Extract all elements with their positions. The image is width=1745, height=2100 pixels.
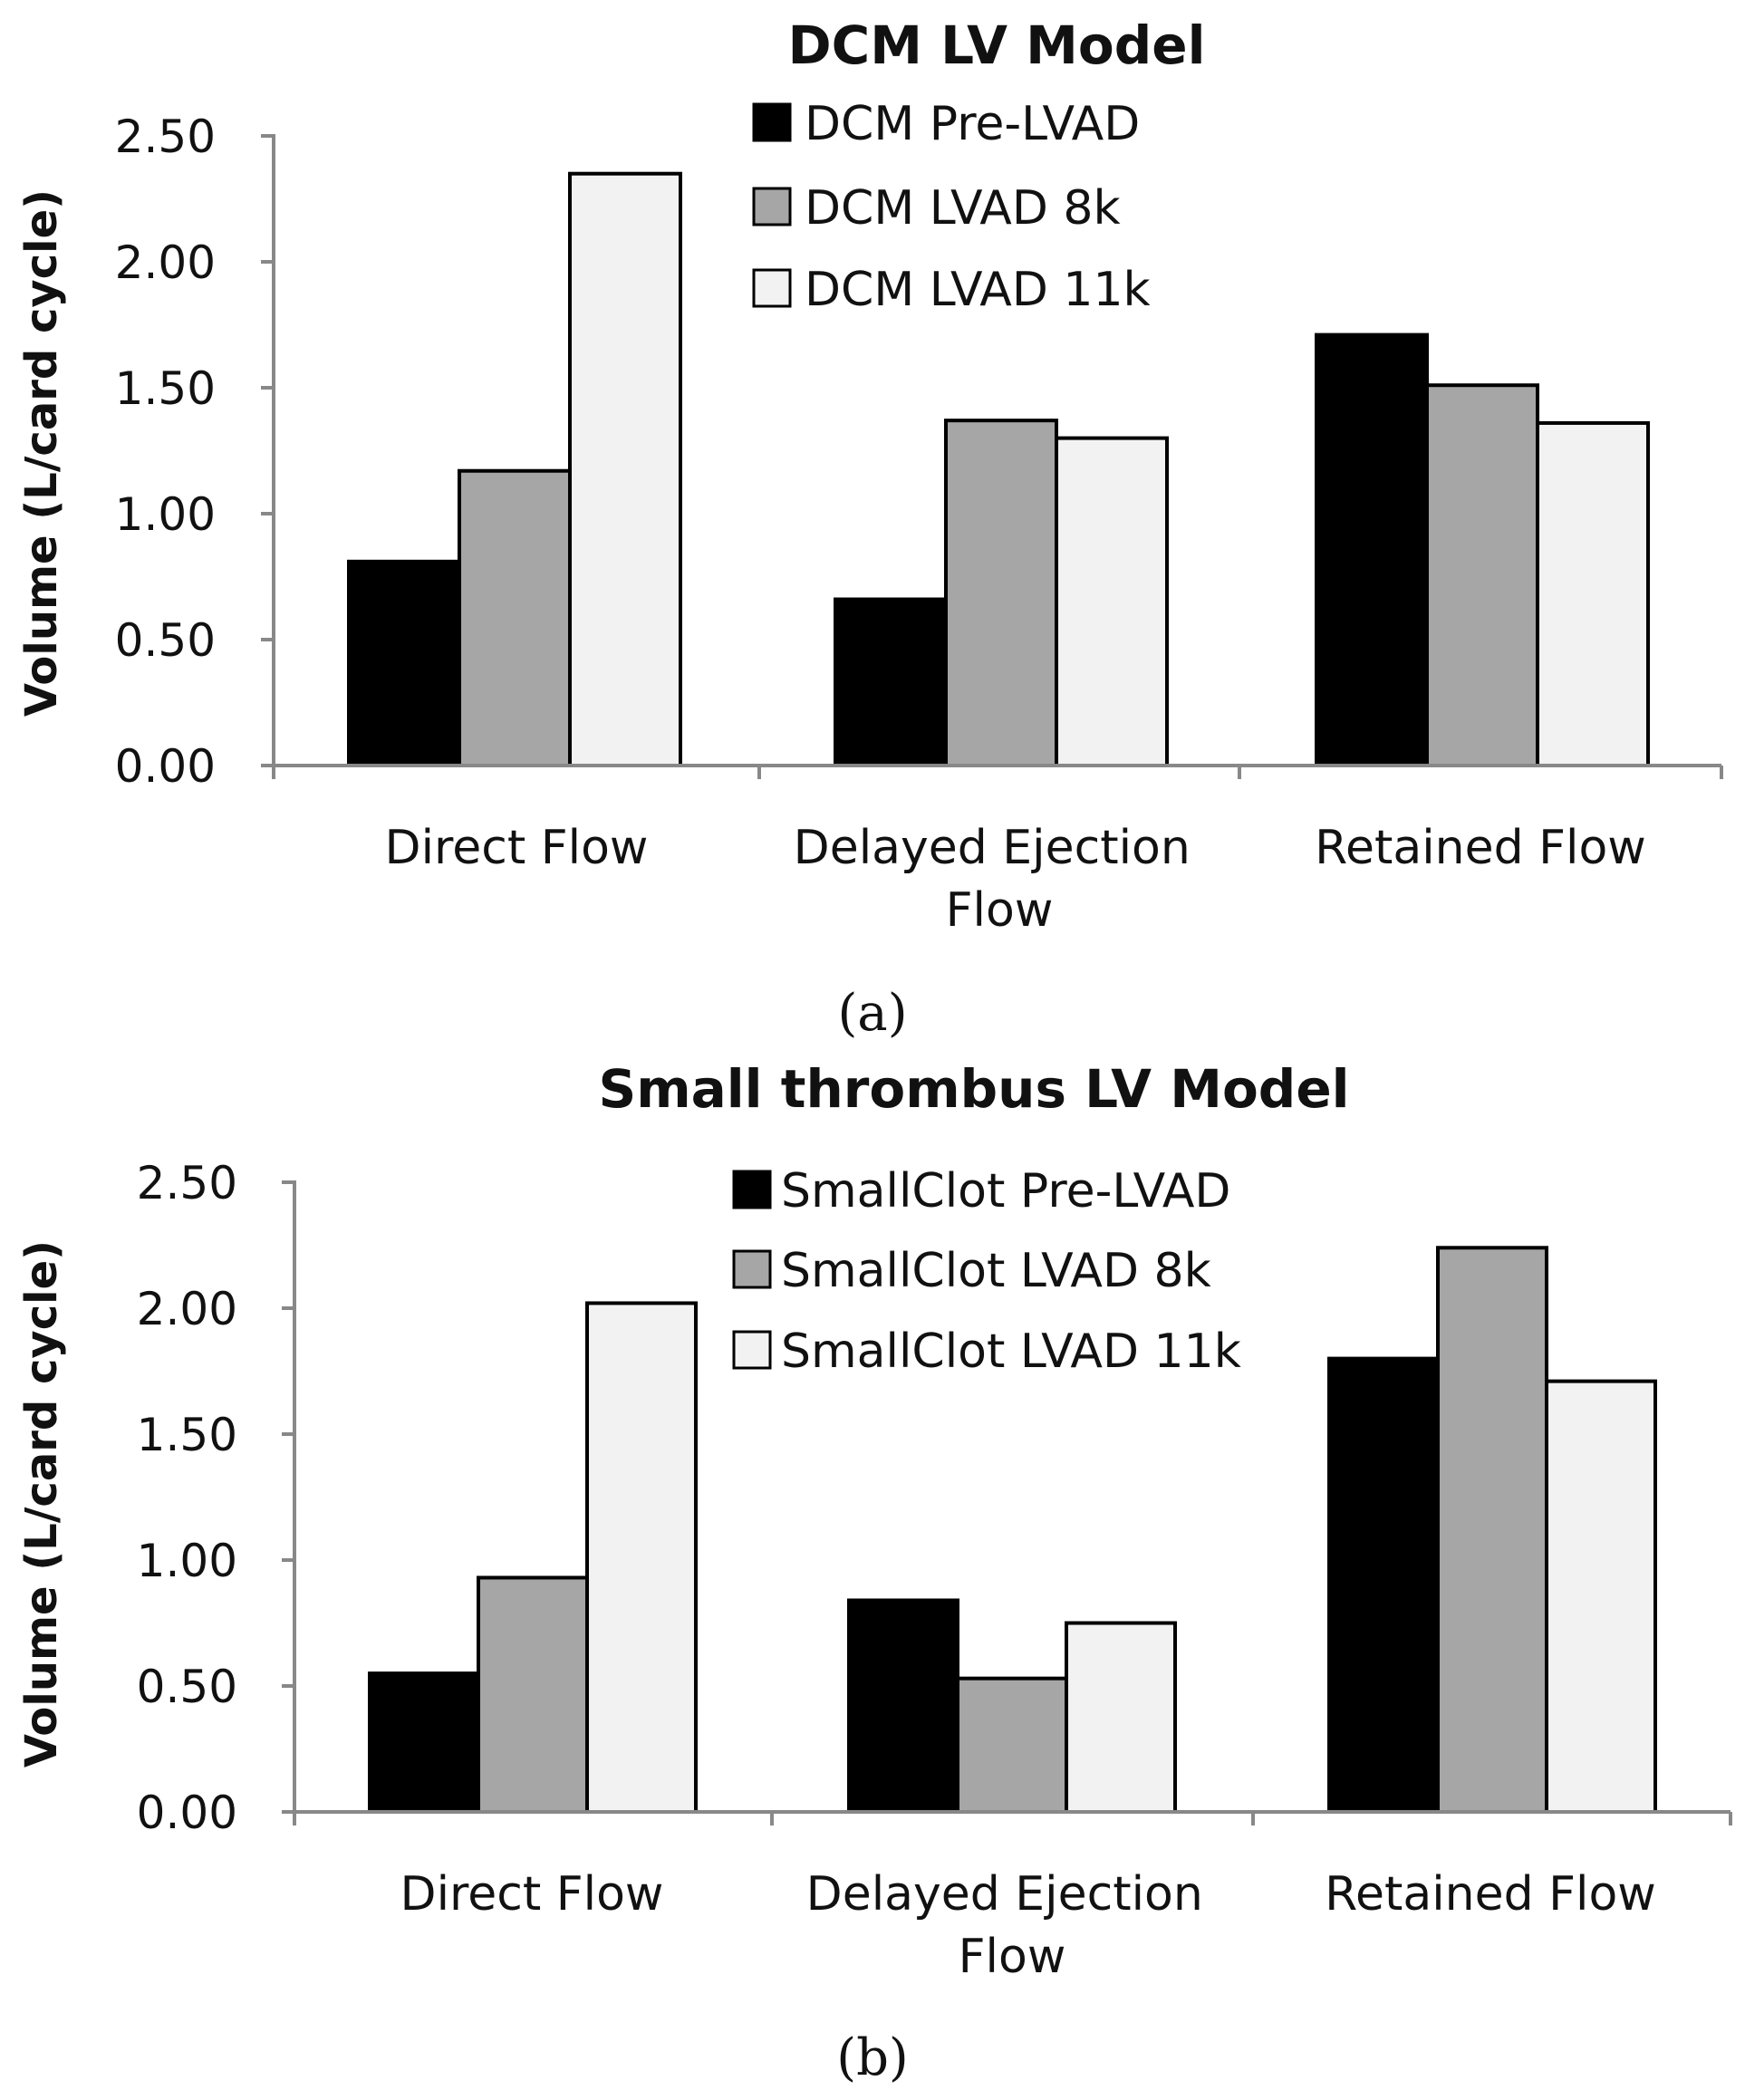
legend-item-lvad-8k: SmallClot LVAD 8k	[732, 1244, 1211, 1298]
legend-label: SmallClot LVAD 11k	[781, 1325, 1241, 1379]
y-axis-label: Volume (L/card cycle)	[16, 189, 67, 717]
x-tick-labels: Direct Flow Delayed Ejection Flow Retain…	[385, 821, 1646, 938]
legend-label: DCM LVAD 8k	[805, 181, 1121, 236]
y-tick-label: 0.50	[115, 614, 216, 667]
legend-item-pre-lvad: SmallClot Pre-LVAD	[732, 1164, 1230, 1219]
x-tick-label-direct-flow: Direct Flow	[385, 821, 649, 875]
bar-lvad-8k-retained-flow	[1436, 1246, 1548, 1814]
chart-title: Small thrombus LV Model	[598, 1058, 1349, 1120]
legend-swatch	[752, 187, 792, 226]
y-tick-label: 1.00	[115, 488, 216, 541]
chart-panel-b: Small thrombus LV Model SmallClot Pre-LV…	[16, 1058, 1732, 2087]
chart-title: DCM LV Model	[788, 14, 1206, 76]
legend-item-lvad-11k: DCM LVAD 11k	[752, 263, 1151, 317]
legend-item-pre-lvad: DCM Pre-LVAD	[752, 97, 1140, 151]
bars	[368, 1246, 1657, 1815]
y-ticks	[261, 134, 274, 767]
label-line: Flow	[946, 883, 1054, 938]
y-tick-labels: 0.00 0.50 1.00 1.50 2.00 2.50	[115, 111, 216, 793]
y-tick-label: 2.50	[115, 111, 216, 163]
y-tick-label: 2.00	[115, 236, 216, 289]
bar-pre-lvad-retained-flow	[1327, 1356, 1440, 1814]
x-tick-label-direct-flow: Direct Flow	[400, 1867, 664, 1922]
legend: SmallClot Pre-LVAD SmallClot LVAD 8k Sma…	[732, 1164, 1241, 1379]
axes	[261, 134, 1723, 779]
bar-pre-lvad-direct-flow	[368, 1671, 480, 1814]
bar-lvad-8k-retained-flow	[1425, 383, 1539, 767]
legend-label: DCM LVAD 11k	[805, 263, 1151, 317]
y-tick-label: 2.50	[137, 1157, 237, 1209]
y-ticks	[282, 1180, 294, 1814]
y-tick-label: 0.00	[115, 740, 216, 793]
legend-swatch	[752, 102, 792, 142]
label-line: Delayed Ejection	[806, 1867, 1203, 1922]
x-ticks	[272, 766, 1723, 779]
bar-lvad-11k-direct-flow	[585, 1301, 698, 1814]
chart-panel-a: DCM LV Model DCM Pre-LVAD DCM LVAD 8k DC…	[16, 14, 1723, 1043]
bar-lvad-8k-delayed-ejection-flow	[944, 419, 1058, 767]
bar-lvad-8k-direct-flow	[458, 468, 572, 767]
legend-label: SmallClot LVAD 8k	[781, 1244, 1211, 1298]
bar-lvad-11k-direct-flow	[568, 171, 682, 767]
y-tick-label: 1.50	[115, 362, 216, 415]
bar-pre-lvad-retained-flow	[1315, 332, 1429, 767]
y-tick-labels: 0.00 0.50 1.00 1.50 2.00 2.50	[137, 1157, 237, 1839]
x-tick-labels: Direct Flow Delayed Ejection Flow Retain…	[400, 1867, 1656, 1984]
bar-lvad-8k-delayed-ejection-flow	[956, 1676, 1068, 1815]
x-tick-label-retained-flow: Retained Flow	[1325, 1867, 1656, 1922]
bar-lvad-11k-delayed-ejection-flow	[1065, 1621, 1177, 1814]
label-line: Flow	[959, 1930, 1066, 1984]
legend-swatch	[732, 1170, 772, 1209]
bar-pre-lvad-delayed-ejection-flow	[847, 1598, 959, 1814]
bar-lvad-11k-retained-flow	[1536, 420, 1650, 767]
x-ticks	[293, 1812, 1732, 1825]
label-line: Delayed Ejection	[794, 821, 1191, 875]
panel-label: (a)	[837, 984, 907, 1043]
y-tick-label: 2.00	[137, 1283, 237, 1335]
y-tick-label: 0.50	[137, 1661, 237, 1713]
legend-swatch	[732, 1330, 772, 1370]
x-tick-label-delayed-ejection-flow: Delayed Ejection Flow	[794, 821, 1206, 938]
axes	[282, 1180, 1732, 1825]
legend-swatch	[732, 1249, 772, 1289]
y-tick-label: 0.00	[137, 1787, 237, 1839]
y-axis-label: Volume (L/card cycle)	[16, 1240, 67, 1768]
y-tick-label: 1.00	[137, 1535, 237, 1587]
bars	[347, 171, 1650, 768]
bar-lvad-8k-direct-flow	[477, 1575, 589, 1814]
x-tick-label-retained-flow: Retained Flow	[1315, 821, 1646, 875]
bar-lvad-11k-retained-flow	[1545, 1379, 1657, 1814]
bar-pre-lvad-delayed-ejection-flow	[834, 597, 948, 768]
panel-label: (b)	[836, 2028, 909, 2087]
legend-item-lvad-11k: SmallClot LVAD 11k	[732, 1325, 1241, 1379]
bar-lvad-11k-delayed-ejection-flow	[1055, 436, 1169, 767]
legend-item-lvad-8k: DCM LVAD 8k	[752, 181, 1121, 236]
legend: DCM Pre-LVAD DCM LVAD 8k DCM LVAD 11k	[752, 97, 1151, 317]
bar-pre-lvad-direct-flow	[347, 559, 461, 767]
legend-swatch	[752, 268, 792, 308]
legend-label: DCM Pre-LVAD	[805, 97, 1140, 151]
x-tick-label-delayed-ejection-flow: Delayed Ejection Flow	[806, 1867, 1219, 1984]
y-tick-label: 1.50	[137, 1409, 237, 1461]
legend-label: SmallClot Pre-LVAD	[781, 1164, 1230, 1219]
